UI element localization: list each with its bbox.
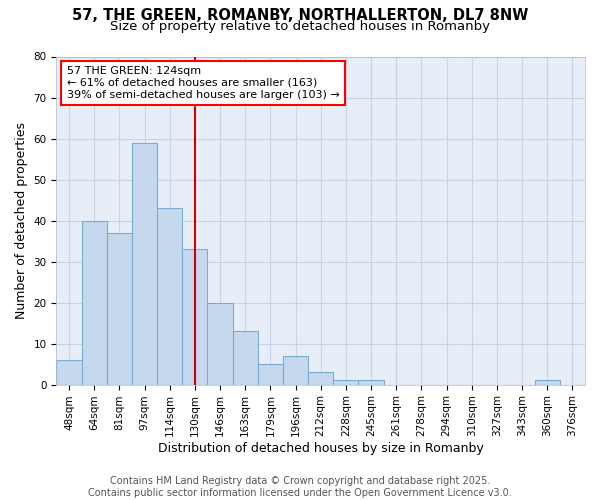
- Text: Contains HM Land Registry data © Crown copyright and database right 2025.
Contai: Contains HM Land Registry data © Crown c…: [88, 476, 512, 498]
- Bar: [107, 233, 132, 384]
- Text: 57, THE GREEN, ROMANBY, NORTHALLERTON, DL7 8NW: 57, THE GREEN, ROMANBY, NORTHALLERTON, D…: [72, 8, 528, 22]
- Bar: [535, 380, 560, 384]
- Bar: [82, 220, 107, 384]
- Bar: [208, 302, 233, 384]
- Bar: [283, 356, 308, 384]
- Y-axis label: Number of detached properties: Number of detached properties: [15, 122, 28, 319]
- X-axis label: Distribution of detached houses by size in Romanby: Distribution of detached houses by size …: [158, 442, 484, 455]
- Bar: [132, 142, 157, 384]
- Bar: [308, 372, 333, 384]
- Bar: [333, 380, 358, 384]
- Text: Size of property relative to detached houses in Romanby: Size of property relative to detached ho…: [110, 20, 490, 33]
- Bar: [233, 332, 258, 384]
- Bar: [258, 364, 283, 384]
- Bar: [157, 208, 182, 384]
- Bar: [358, 380, 383, 384]
- Text: 57 THE GREEN: 124sqm
← 61% of detached houses are smaller (163)
39% of semi-deta: 57 THE GREEN: 124sqm ← 61% of detached h…: [67, 66, 340, 100]
- Bar: [56, 360, 82, 384]
- Bar: [182, 250, 208, 384]
